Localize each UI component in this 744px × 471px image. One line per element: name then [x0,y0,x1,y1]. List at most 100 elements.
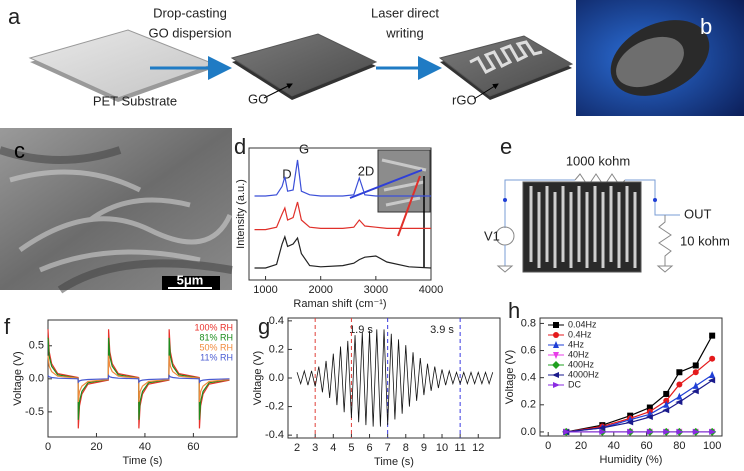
legend-entry: 4Hz [568,339,585,349]
resistor [658,215,672,266]
y-axis-label: Voltage (V) [504,350,516,404]
marker [553,382,560,388]
marker [663,390,670,397]
marker [708,377,716,384]
x-tick-label: 7 [385,442,391,454]
panel-label: a [8,4,21,29]
x-tick-label: 100 [703,440,721,452]
ground [496,265,674,273]
rgo-plate [438,35,574,97]
marker [553,352,559,359]
marker [692,369,699,376]
marker [598,424,606,431]
series-line [566,379,713,433]
y-tick-label: -0.4 [265,429,284,441]
y-tick-label: 0.4 [269,315,284,327]
y-tick-label: 0.0 [521,426,536,438]
output-label: OUT [684,206,712,221]
x-tick-label: 60 [187,441,199,453]
legend-entry: 50% RH [199,342,233,352]
x-tick-label: 0 [545,440,551,452]
series-line [254,159,431,197]
x-tick-label: 6 [366,442,372,454]
chart-2: 2 3 4 5 6 7 8 9 10 11 12 -0.4 -0.2 0.0 0.2 0.4 Time (s) V… [252,315,501,468]
step-text: writing [385,25,424,40]
y-tick-label: 0.4 [521,372,536,384]
y-axis-label: Voltage (V) [12,351,24,405]
x-tick-label: 2 [294,442,300,454]
resistor-label: 10 kohm [680,233,730,248]
raman-inset [349,149,431,268]
marker [709,428,717,435]
y-tick-label: 0.2 [521,399,536,411]
wire [625,179,680,216]
x-axis-label: Time (s) [123,455,163,467]
pointer [263,83,293,99]
panel-a: Drop-casting GO dispersion Laser direct … [28,5,574,108]
step-text: Laser direct [371,5,439,20]
peak-label: 2D [358,163,375,178]
y-tick-label: 0.6 [521,344,536,356]
inset-pointer [349,169,423,199]
pointer [473,83,499,100]
marker [692,381,699,389]
sem-texture [0,146,233,294]
y-tick-label: 0.0 [269,372,284,384]
x-tick-label: 60 [640,440,652,452]
x-tick-label: 0 [45,441,51,453]
interval-label: 3.9 s [430,324,454,336]
marker [709,370,716,378]
marker [676,381,683,388]
marker [663,400,670,408]
series-line [254,234,432,269]
x-axis-label: Time (s) [374,456,414,468]
legend-entry: 4000Hz [568,369,600,379]
go-plate [230,33,378,97]
electrode-image [522,181,642,273]
x-tick-label: 1000 [253,284,277,296]
x-tick-label: 3 [312,442,318,454]
step-text: GO dispersion [148,25,231,40]
x-tick-label: 4000 [419,284,443,296]
legend-entry: 0.4Hz [568,329,592,339]
y-tick-label: 0.8 [521,317,536,329]
source-label: V1 [484,228,500,243]
marker [646,404,653,411]
x-tick-label: 8 [403,442,409,454]
x-axis-label: Humidity (%) [600,454,663,466]
series-line [566,358,713,433]
sem-texture [9,169,233,273]
marker [662,407,670,414]
y-axis-label: Voltage (V) [252,351,264,405]
scale-bar-bg [162,276,220,290]
x-tick-label: 20 [575,440,587,452]
marker [676,392,683,400]
serpentine-pattern [469,40,543,74]
panel-label: d [234,134,246,159]
marker [645,414,653,421]
peak-label: D [282,166,291,181]
marker [627,428,635,435]
marker [709,355,716,362]
marker [553,322,559,328]
resistor-label: 1000 kohm [566,153,630,168]
marker [676,428,684,435]
panel-label: b [700,14,712,39]
y-tick-label: -0.2 [265,400,284,412]
panel-e [495,173,680,273]
wire [504,179,575,228]
legend-entry: 81% RH [199,332,233,342]
plot-frame [539,317,723,437]
peak-label: G [299,141,309,156]
series-line [254,201,431,231]
legend-entry: 100% RH [194,322,233,332]
x-tick-label: 10 [436,442,448,454]
marker [692,362,699,369]
y-axis-label: Intensity (a.u.) [235,179,247,249]
panel-label: f [4,314,11,339]
node [653,198,657,202]
x-tick-label: 40 [608,440,620,452]
substrate-label: PET Substrate [93,93,177,108]
marker [676,369,683,376]
